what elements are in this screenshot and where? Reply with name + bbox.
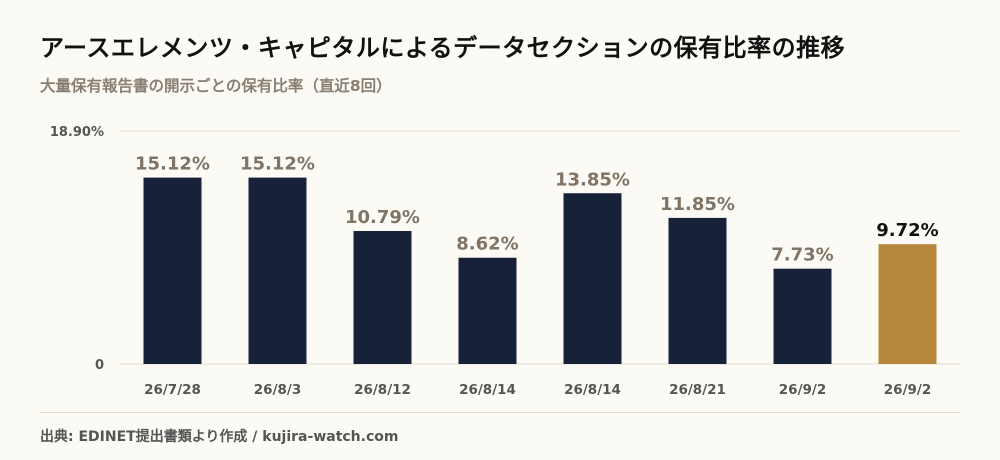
x-tick-label: 26/7/28 [144, 382, 201, 398]
bar-value-label: 9.72% [876, 220, 938, 241]
bar-value-label: 13.85% [555, 169, 630, 190]
bar [458, 257, 517, 364]
x-tick-label: 26/8/14 [459, 382, 516, 398]
x-tick-label: 26/9/2 [779, 382, 826, 398]
bar-value-label: 15.12% [135, 154, 210, 175]
x-tick-label: 26/8/12 [354, 382, 411, 398]
chart-title: アースエレメンツ・キャピタルによるデータセクションの保有比率の推移 [40, 34, 846, 62]
source-note: 出典: EDINET提出書類より作成 / kujira-watch.com [40, 429, 399, 445]
y-tick-label-zero: 0 [95, 358, 104, 373]
x-tick-label: 26/9/2 [884, 382, 931, 398]
bar [353, 230, 412, 364]
bar [773, 268, 832, 364]
bar [143, 177, 202, 364]
bar-value-label: 8.62% [456, 234, 518, 255]
bar [248, 177, 307, 364]
x-tick-label: 26/8/14 [564, 382, 621, 398]
bar-chart: 18.90% 0 15.12% 26/7/28 15.12% 26/8/3 10.79% 26… [50, 125, 960, 398]
bar [668, 217, 727, 364]
bar [878, 244, 937, 364]
footer-divider [40, 412, 960, 413]
bar-value-label: 11.85% [660, 194, 735, 215]
bar-value-label: 7.73% [771, 245, 833, 266]
chart-subtitle: 大量保有報告書の開示ごとの保有比率（直近8回） [40, 77, 392, 95]
bar-value-label: 15.12% [240, 154, 315, 175]
bar [563, 193, 622, 364]
x-tick-label: 26/8/3 [254, 382, 301, 398]
bar-value-label: 10.79% [345, 207, 420, 228]
x-tick-label: 26/8/21 [669, 382, 726, 398]
y-tick-label-max: 18.90% [50, 125, 104, 140]
